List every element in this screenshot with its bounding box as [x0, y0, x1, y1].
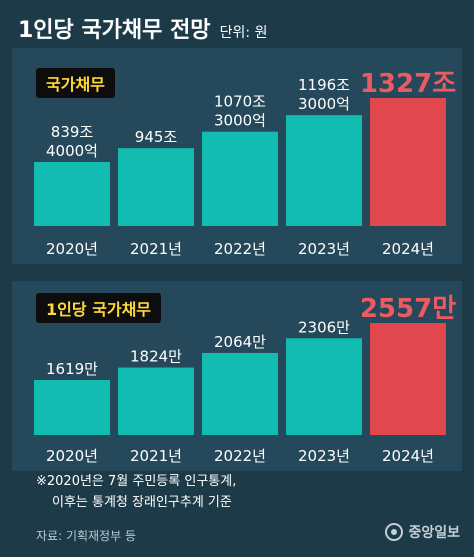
bar-2024년 [370, 323, 446, 435]
category-label: 2022년 [214, 447, 266, 465]
data-label: 1619만 [46, 360, 98, 378]
data-label: 4000억 [46, 142, 98, 160]
data-label: 2064만 [214, 333, 266, 351]
bar-2020년 [34, 380, 110, 435]
bar-2021년 [118, 367, 194, 435]
data-label: 2306만 [298, 318, 350, 336]
per-capita-debt-badge: 1인당 국가채무 [36, 293, 162, 323]
category-label: 2020년 [46, 240, 98, 258]
per-capita-debt-panel: 1619만 2020년 1824만 2021년 2064만 2022년 2306만 2023년… [12, 281, 462, 471]
data-label: 945조 [135, 128, 178, 146]
category-label: 2023년 [298, 240, 350, 258]
category-label: 2021년 [130, 447, 182, 465]
title-row: 1인당 국가채무 전망 단위: 원 [18, 12, 267, 44]
national-debt-chart: 839조4000억2020년945조2021년1070조3000억2022년11… [34, 69, 456, 258]
data-label: 3000억 [298, 95, 350, 113]
footnote-line-2: 이후는 통계청 장래인구추계 기준 [52, 495, 232, 510]
category-label: 2024년 [382, 447, 434, 465]
data-label: 1070조 [214, 93, 266, 111]
data-label: 1824만 [130, 348, 182, 366]
data-label: 1196조 [298, 76, 350, 94]
bar-2022년 [202, 131, 278, 226]
bar-2022년 [202, 352, 278, 435]
category-label: 2021년 [130, 240, 182, 258]
data-label: 2557만 [360, 294, 456, 324]
source-label: 자료: 기획재정부 등 [36, 529, 136, 543]
category-label: 2023년 [298, 447, 350, 465]
data-label: 1327조 [360, 69, 456, 99]
category-label: 2020년 [46, 447, 98, 465]
bar-2020년 [34, 162, 110, 226]
publisher-logo-icon [385, 523, 404, 541]
bar-2021년 [118, 148, 194, 226]
bar-2023년 [286, 338, 362, 435]
national-debt-badge: 국가채무 [36, 68, 115, 98]
bar-2024년 [370, 98, 446, 226]
data-label: 3000억 [214, 112, 266, 130]
unit-label: 단위: 원 [219, 25, 268, 41]
footnote-line-1: ※2020년은 7월 주민등록 인구통계, [36, 474, 237, 489]
publisher-logo-text: 중앙일보 [408, 525, 460, 541]
footnote: ※2020년은 7월 주민등록 인구통계, 이후는 통계청 장래인구추계 기준 [36, 471, 456, 513]
data-label: 839조 [51, 123, 94, 141]
category-label: 2022년 [214, 240, 266, 258]
publisher-logo: 중앙일보 [385, 522, 460, 542]
chart-title: 1인당 국가채무 전망 [18, 18, 211, 43]
per-capita-debt-chart: 1619만 2020년 1824만 2021년 2064만 2022년 2306만 2023년… [34, 294, 456, 465]
national-debt-panel: 839조 4000억 2020년 945조 2021년 1070조 3000억 2022년 11… [12, 48, 462, 264]
category-label: 2024년 [382, 240, 434, 258]
bar-2023년 [286, 115, 362, 226]
